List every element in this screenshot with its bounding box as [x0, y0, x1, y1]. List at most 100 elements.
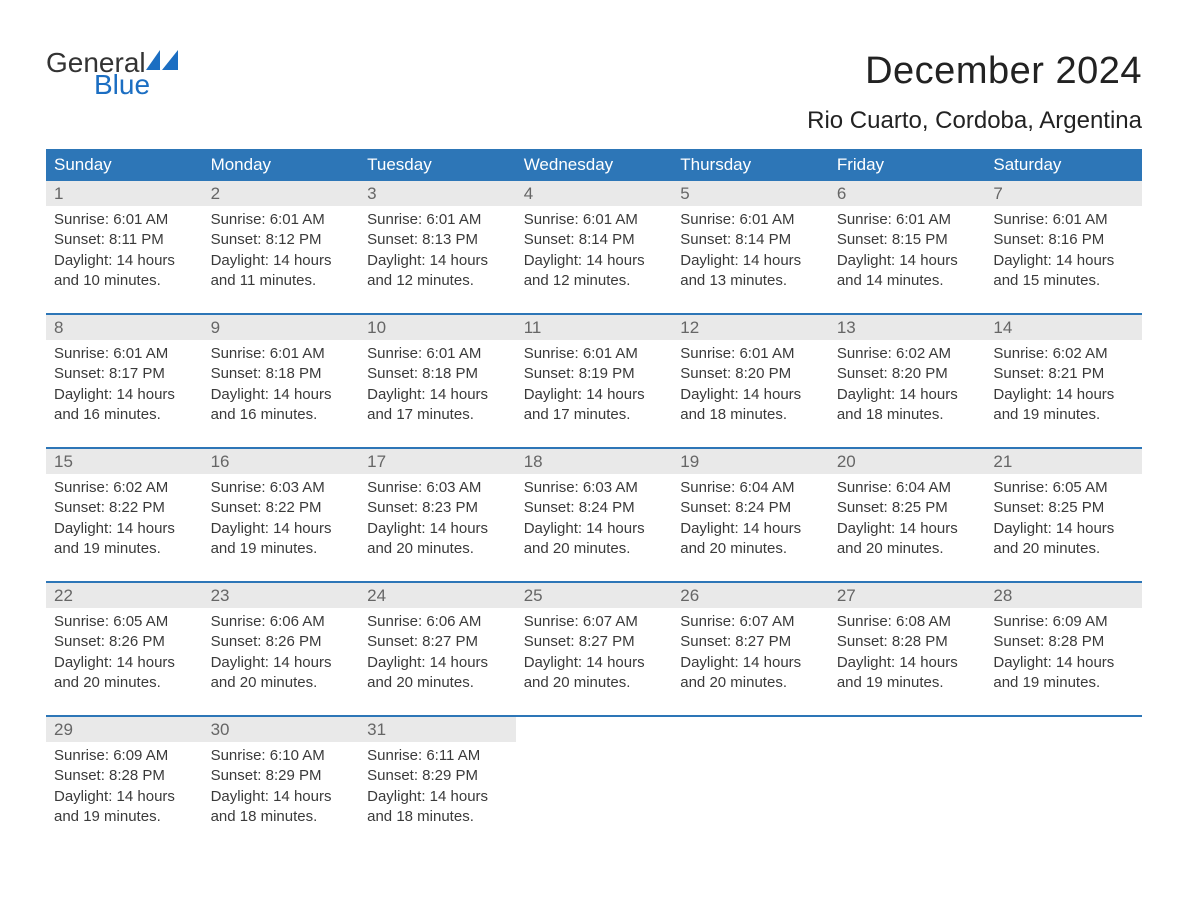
day-data-cell: Sunrise: 6:08 AMSunset: 8:28 PMDaylight:… [829, 608, 986, 716]
day-data-row: Sunrise: 6:01 AMSunset: 8:17 PMDaylight:… [46, 340, 1142, 448]
daylight-line1: Daylight: 14 hours [837, 385, 978, 405]
day-data-cell: Sunrise: 6:01 AMSunset: 8:19 PMDaylight:… [516, 340, 673, 448]
daylight-line2: and 20 minutes. [993, 539, 1134, 559]
day-data-row: Sunrise: 6:02 AMSunset: 8:22 PMDaylight:… [46, 474, 1142, 582]
sunrise-text: Sunrise: 6:04 AM [837, 478, 978, 498]
day-number-cell: 12 [672, 315, 829, 340]
daylight-line1: Daylight: 14 hours [211, 519, 352, 539]
day-number-cell: 28 [985, 583, 1142, 608]
day-number-cell: 21 [985, 449, 1142, 474]
day-number-cell: 9 [203, 315, 360, 340]
day-number-row: 293031 [46, 717, 1142, 742]
sunrise-text: Sunrise: 6:07 AM [680, 612, 821, 632]
daylight-line1: Daylight: 14 hours [211, 653, 352, 673]
daylight-line1: Daylight: 14 hours [54, 787, 195, 807]
daylight-line2: and 12 minutes. [524, 271, 665, 291]
day-number-cell: 2 [203, 181, 360, 206]
daylight-line1: Daylight: 14 hours [993, 519, 1134, 539]
daylight-line1: Daylight: 14 hours [993, 251, 1134, 271]
daylight-line2: and 19 minutes. [54, 539, 195, 559]
location-subtitle: Rio Cuarto, Cordoba, Argentina [807, 107, 1142, 135]
sunrise-text: Sunrise: 6:07 AM [524, 612, 665, 632]
weekday-header: Friday [829, 149, 986, 181]
day-data-cell [672, 742, 829, 849]
day-data-row: Sunrise: 6:01 AMSunset: 8:11 PMDaylight:… [46, 206, 1142, 314]
day-number-cell: 17 [359, 449, 516, 474]
sunrise-text: Sunrise: 6:06 AM [211, 612, 352, 632]
sunrise-text: Sunrise: 6:02 AM [837, 344, 978, 364]
weekday-header: Thursday [672, 149, 829, 181]
day-number-cell: 11 [516, 315, 673, 340]
day-number-cell: 23 [203, 583, 360, 608]
sunset-text: Sunset: 8:27 PM [524, 632, 665, 652]
daylight-line1: Daylight: 14 hours [211, 385, 352, 405]
daylight-line2: and 18 minutes. [211, 807, 352, 827]
sunset-text: Sunset: 8:25 PM [837, 498, 978, 518]
day-number-cell: 8 [46, 315, 203, 340]
day-data-cell: Sunrise: 6:05 AMSunset: 8:25 PMDaylight:… [985, 474, 1142, 582]
day-number-row: 15161718192021 [46, 449, 1142, 474]
daylight-line1: Daylight: 14 hours [524, 251, 665, 271]
daylight-line2: and 11 minutes. [211, 271, 352, 291]
day-data-cell: Sunrise: 6:11 AMSunset: 8:29 PMDaylight:… [359, 742, 516, 849]
daylight-line1: Daylight: 14 hours [211, 251, 352, 271]
daylight-line2: and 20 minutes. [680, 673, 821, 693]
day-number-cell: 19 [672, 449, 829, 474]
daylight-line1: Daylight: 14 hours [54, 251, 195, 271]
daylight-line2: and 18 minutes. [680, 405, 821, 425]
daylight-line2: and 18 minutes. [367, 807, 508, 827]
day-number-cell: 14 [985, 315, 1142, 340]
sunrise-text: Sunrise: 6:03 AM [211, 478, 352, 498]
daylight-line2: and 20 minutes. [211, 673, 352, 693]
sunrise-text: Sunrise: 6:08 AM [837, 612, 978, 632]
day-data-cell: Sunrise: 6:03 AMSunset: 8:22 PMDaylight:… [203, 474, 360, 582]
daylight-line1: Daylight: 14 hours [837, 519, 978, 539]
day-data-cell: Sunrise: 6:01 AMSunset: 8:15 PMDaylight:… [829, 206, 986, 314]
logo-word-blue: Blue [94, 72, 180, 97]
sunrise-text: Sunrise: 6:03 AM [367, 478, 508, 498]
daylight-line2: and 19 minutes. [993, 673, 1134, 693]
day-number-cell: 26 [672, 583, 829, 608]
day-number-cell: 16 [203, 449, 360, 474]
daylight-line1: Daylight: 14 hours [367, 251, 508, 271]
day-data-cell: Sunrise: 6:01 AMSunset: 8:12 PMDaylight:… [203, 206, 360, 314]
sunset-text: Sunset: 8:19 PM [524, 364, 665, 384]
sunrise-text: Sunrise: 6:01 AM [993, 210, 1134, 230]
sunrise-text: Sunrise: 6:05 AM [993, 478, 1134, 498]
month-title: December 2024 [807, 50, 1142, 93]
daylight-line1: Daylight: 14 hours [367, 519, 508, 539]
day-data-cell: Sunrise: 6:02 AMSunset: 8:21 PMDaylight:… [985, 340, 1142, 448]
sunrise-text: Sunrise: 6:09 AM [993, 612, 1134, 632]
daylight-line1: Daylight: 14 hours [680, 653, 821, 673]
weekday-header: Saturday [985, 149, 1142, 181]
daylight-line2: and 20 minutes. [680, 539, 821, 559]
day-data-cell: Sunrise: 6:03 AMSunset: 8:24 PMDaylight:… [516, 474, 673, 582]
sunset-text: Sunset: 8:15 PM [837, 230, 978, 250]
sunrise-text: Sunrise: 6:01 AM [680, 344, 821, 364]
sunset-text: Sunset: 8:23 PM [367, 498, 508, 518]
daylight-line1: Daylight: 14 hours [680, 385, 821, 405]
day-data-cell: Sunrise: 6:01 AMSunset: 8:14 PMDaylight:… [516, 206, 673, 314]
day-data-cell: Sunrise: 6:04 AMSunset: 8:24 PMDaylight:… [672, 474, 829, 582]
day-data-row: Sunrise: 6:09 AMSunset: 8:28 PMDaylight:… [46, 742, 1142, 849]
daylight-line2: and 20 minutes. [524, 673, 665, 693]
weekday-header: Sunday [46, 149, 203, 181]
sunset-text: Sunset: 8:24 PM [524, 498, 665, 518]
daylight-line1: Daylight: 14 hours [993, 385, 1134, 405]
daylight-line2: and 16 minutes. [54, 405, 195, 425]
daylight-line1: Daylight: 14 hours [524, 385, 665, 405]
daylight-line2: and 20 minutes. [54, 673, 195, 693]
day-number-cell [516, 717, 673, 742]
day-data-cell: Sunrise: 6:01 AMSunset: 8:18 PMDaylight:… [203, 340, 360, 448]
daylight-line2: and 13 minutes. [680, 271, 821, 291]
sunrise-text: Sunrise: 6:01 AM [211, 344, 352, 364]
day-number-cell: 10 [359, 315, 516, 340]
daylight-line2: and 15 minutes. [993, 271, 1134, 291]
sunset-text: Sunset: 8:13 PM [367, 230, 508, 250]
daylight-line2: and 20 minutes. [837, 539, 978, 559]
sunrise-text: Sunrise: 6:01 AM [837, 210, 978, 230]
sunset-text: Sunset: 8:24 PM [680, 498, 821, 518]
sunrise-text: Sunrise: 6:01 AM [367, 344, 508, 364]
day-data-cell: Sunrise: 6:01 AMSunset: 8:13 PMDaylight:… [359, 206, 516, 314]
daylight-line2: and 20 minutes. [524, 539, 665, 559]
